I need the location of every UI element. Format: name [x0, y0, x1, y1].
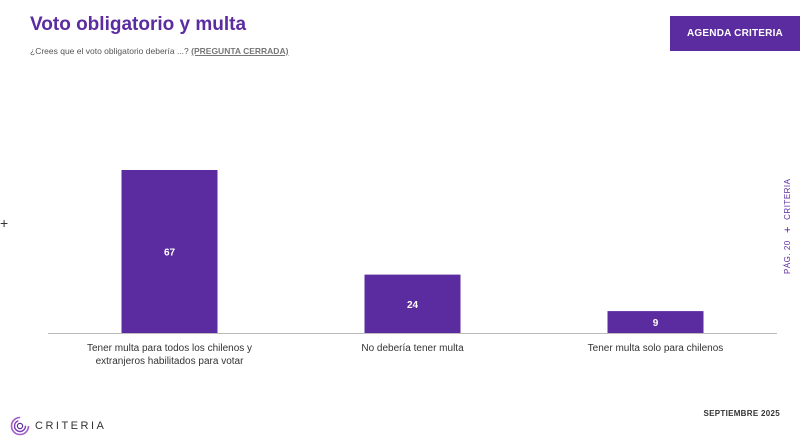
plus-mark: +	[0, 215, 9, 231]
bar	[121, 170, 218, 333]
criteria-logo: CRITERIA	[10, 416, 106, 436]
report-date: SEPTIEMBRE 2025	[703, 409, 780, 418]
question-type-tag: (PREGUNTA CERRADA)	[191, 46, 289, 56]
bar	[364, 274, 461, 333]
category-label: Tener multa solo para chilenos	[541, 342, 771, 355]
criteria-logo-icon	[10, 416, 30, 436]
data-label: 67	[164, 248, 176, 259]
page-subtitle: ¿Crees que el voto obligatorio debería .…	[30, 46, 288, 56]
category-label-line: Tener multa solo para chilenos	[587, 343, 724, 354]
page-title: Voto obligatorio y multa	[30, 14, 247, 35]
question-text: ¿Crees que el voto obligatorio debería .…	[30, 46, 189, 56]
data-label: 24	[407, 300, 419, 311]
category-label-line: Tener multa para todos los chilenos y	[86, 343, 253, 354]
data-label: 9	[653, 318, 659, 329]
logo-text: CRITERIA	[35, 420, 107, 432]
category-label: No debería tener multa	[298, 342, 528, 355]
category-label-line: No debería tener multa	[361, 343, 464, 354]
category-label-line: extranjeros habilitados para votar	[95, 356, 244, 367]
bar	[607, 311, 704, 333]
agenda-criteria-button[interactable]: AGENDA CRITERIA	[670, 16, 800, 51]
category-label: Tener multa para todos los chilenos y ext…	[55, 342, 285, 368]
